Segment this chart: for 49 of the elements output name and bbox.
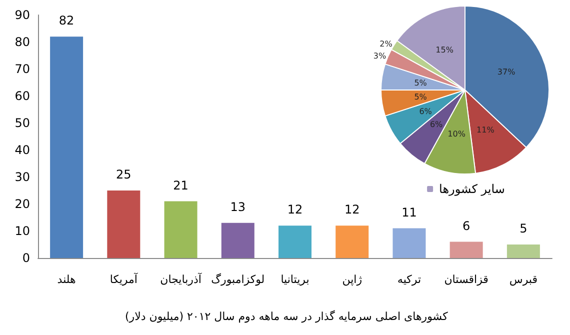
bar	[164, 201, 198, 258]
data-label: 21	[173, 178, 188, 192]
x-tick-label: قبرس	[509, 273, 538, 286]
bar	[50, 36, 84, 258]
y-tick-label: 50	[14, 116, 30, 130]
data-label: 25	[116, 168, 132, 182]
y-tick-label: 70	[14, 62, 30, 76]
data-label: 6%	[419, 107, 432, 116]
data-label: 3%	[373, 51, 386, 60]
bar	[336, 226, 369, 258]
data-label: 11%	[476, 126, 495, 135]
x-tick-label: قزاقستان	[444, 273, 488, 286]
data-label: 11	[402, 205, 417, 220]
y-tick-label: 40	[14, 143, 30, 157]
data-label: 13	[230, 200, 246, 214]
y-tick-label: 30	[14, 170, 30, 184]
data-label: 6%	[430, 120, 444, 130]
x-tick-label: ترکیه	[397, 273, 422, 286]
data-label: 82	[58, 14, 74, 28]
text: کشورهای اصلی سرمایه گذار در سه ماهه دوم سال ۲۰۱۲ (میلیون دلار)	[125, 310, 449, 323]
x-tick-label: لوکزامبورگ	[211, 273, 265, 286]
data-label: 2%	[380, 39, 393, 48]
y-tick-label: 0	[22, 251, 30, 265]
data-label: 12	[344, 202, 360, 217]
bar	[107, 190, 140, 258]
x-tick-label: آمریکا	[110, 272, 138, 286]
bar	[506, 244, 540, 258]
data-label: 6	[462, 218, 470, 233]
y-tick-label: 20	[14, 197, 30, 211]
bar	[450, 242, 483, 258]
y-tick-label: 90	[14, 8, 30, 22]
x-tick-label: ژاپن	[342, 273, 362, 286]
data-label: 15%	[436, 45, 454, 54]
data-label: 12	[287, 202, 303, 217]
data-label: 5	[520, 222, 528, 236]
data-label: 5%	[414, 92, 428, 102]
bar	[392, 228, 426, 258]
x-tick-label: آذربایجان	[160, 272, 202, 286]
x-tick-label: هلند	[57, 273, 76, 286]
data-label: 37%	[497, 68, 516, 77]
y-tick-label: 10	[14, 224, 30, 238]
data-label: 5%	[414, 78, 428, 88]
data-label: 10%	[448, 130, 466, 139]
y-tick-label: 80	[14, 35, 30, 49]
legend-label: سایر کشورها	[439, 182, 505, 196]
bar	[278, 226, 312, 258]
bar	[221, 222, 254, 258]
x-tick-label: بریتانیا	[280, 273, 310, 286]
y-tick-label: 60	[14, 89, 30, 103]
